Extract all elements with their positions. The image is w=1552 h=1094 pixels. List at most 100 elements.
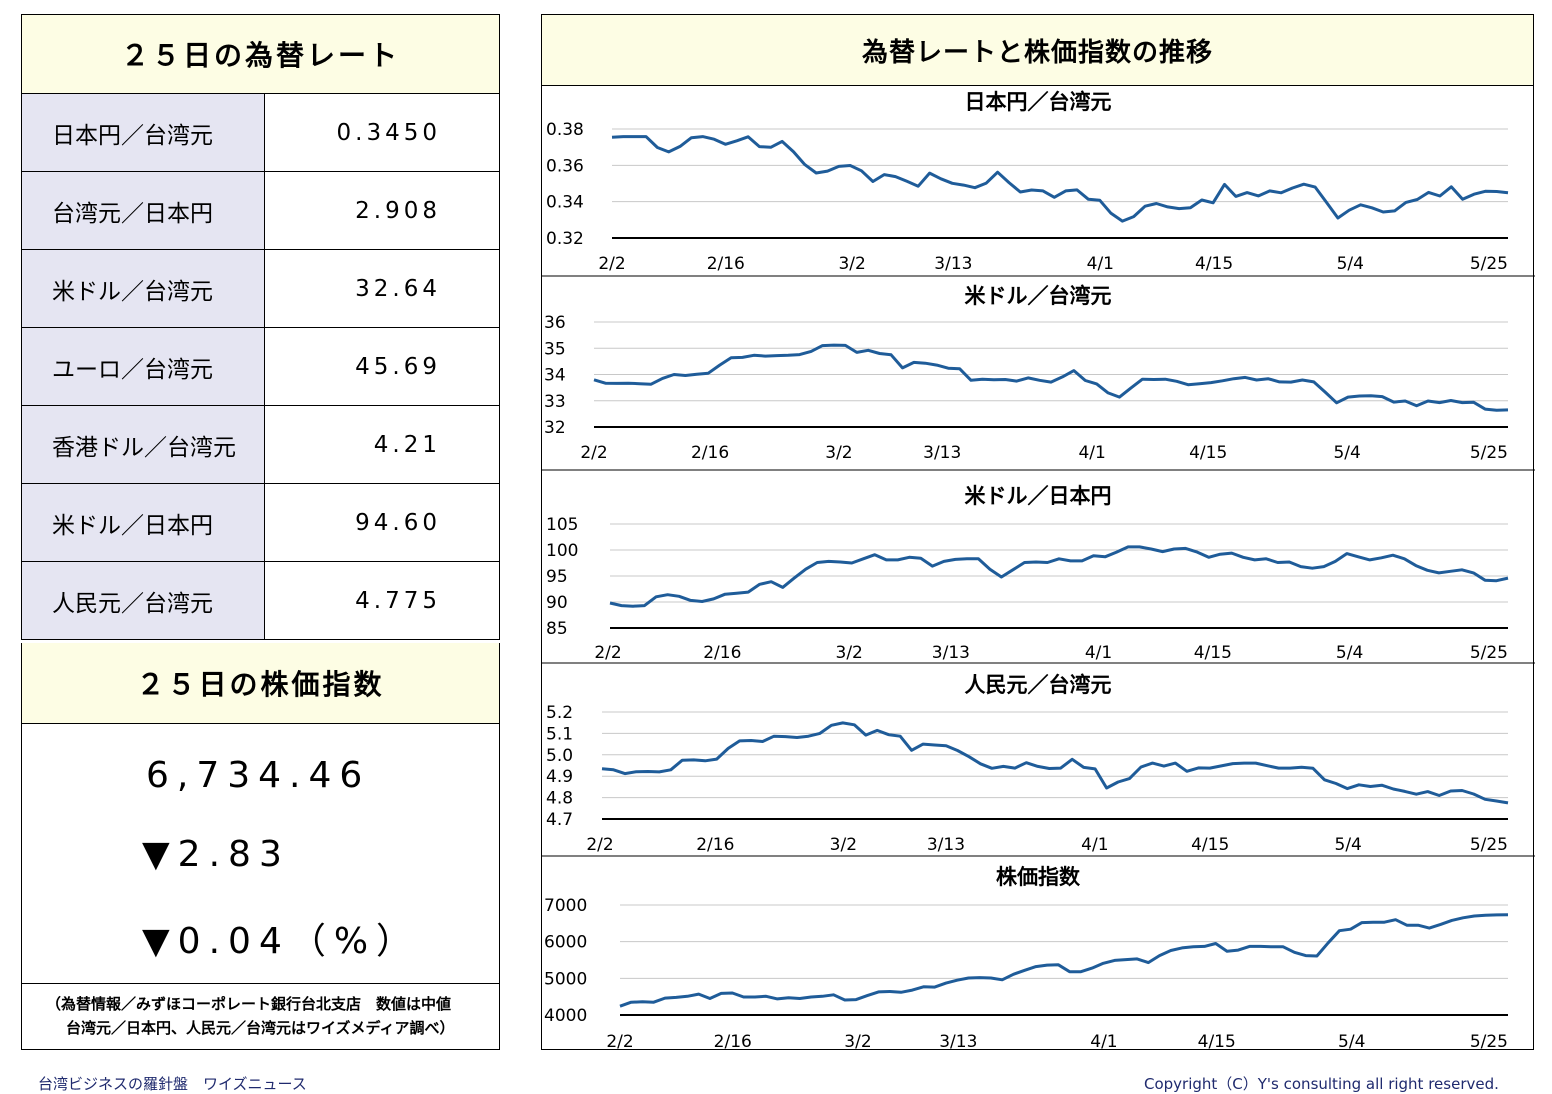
stock-panel: 6,734.46 ▼2.83 ▼0.04（%） xyxy=(21,723,500,984)
x-tick-label: 5/25 xyxy=(1470,835,1508,855)
rate-value: 4.21 xyxy=(264,405,500,484)
x-tick-label: 3/2 xyxy=(838,254,865,274)
series-line xyxy=(601,721,1509,805)
x-tick-label: 3/13 xyxy=(927,835,965,855)
chart-title: 米ドル／日本円 xyxy=(965,484,1112,508)
y-tick-label: 95 xyxy=(546,567,568,587)
stock-change-percent: ▼0.04（%） xyxy=(142,921,421,962)
x-tick-label: 2/2 xyxy=(598,254,625,274)
x-tick-label: 4/1 xyxy=(1085,643,1112,663)
rate-value: 94.60 xyxy=(264,483,500,562)
x-tick-label: 4/15 xyxy=(1191,835,1229,855)
x-tick-label: 3/13 xyxy=(932,643,970,663)
y-tick-label: 0.34 xyxy=(546,193,584,213)
chart-title: 人民元／台湾元 xyxy=(965,673,1112,697)
y-tick-label: 0.36 xyxy=(546,156,584,176)
x-tick-label: 4/15 xyxy=(1198,1032,1236,1049)
rates-table: 日本円／台湾元 0.3450 台湾元／日本円 2.908 米ドル／台湾元 32.64 ユーロ… xyxy=(21,93,500,640)
y-tick-label: 0.38 xyxy=(546,120,584,140)
x-tick-label: 3/2 xyxy=(830,835,857,855)
x-tick-label: 4/15 xyxy=(1189,443,1227,463)
rate-row: 台湾元／日本円 2.908 xyxy=(21,171,500,250)
rate-row: 人民元／台湾元 4.775 xyxy=(21,561,500,640)
x-tick-label: 5/25 xyxy=(1470,254,1508,274)
x-tick-label: 3/2 xyxy=(825,443,852,463)
y-tick-label: 35 xyxy=(544,339,566,359)
chart-title: 米ドル／台湾元 xyxy=(965,284,1112,308)
x-tick-label: 5/4 xyxy=(1335,835,1362,855)
y-tick-label: 100 xyxy=(546,541,578,561)
rate-row: 日本円／台湾元 0.3450 xyxy=(21,93,500,172)
x-tick-label: 5/4 xyxy=(1338,1032,1365,1049)
y-tick-label: 85 xyxy=(546,619,568,639)
x-tick-label: 4/1 xyxy=(1078,443,1105,463)
rate-label: ユーロ／台湾元 xyxy=(21,327,265,406)
rate-row: 香港ドル／台湾元 4.21 xyxy=(21,405,500,484)
x-tick-label: 3/2 xyxy=(844,1032,871,1049)
x-tick-label: 5/25 xyxy=(1470,1032,1508,1049)
stock-change: ▼2.83 xyxy=(142,834,290,875)
rate-label: 米ドル／台湾元 xyxy=(21,249,265,328)
x-tick-label: 2/16 xyxy=(707,254,745,274)
chart-title: 株価指数 xyxy=(996,865,1081,889)
y-tick-label: 5.0 xyxy=(546,746,573,766)
y-tick-label: 33 xyxy=(544,392,566,412)
rate-label: 米ドル／日本円 xyxy=(21,483,265,562)
y-tick-label: 6000 xyxy=(544,933,587,953)
y-tick-label: 7000 xyxy=(544,896,587,916)
x-tick-label: 3/13 xyxy=(934,254,972,274)
x-tick-label: 4/1 xyxy=(1087,254,1114,274)
series-line xyxy=(611,135,1509,223)
rate-row: 米ドル／日本円 94.60 xyxy=(21,483,500,562)
x-tick-label: 3/2 xyxy=(836,643,863,663)
rate-row: ユーロ／台湾元 45.69 xyxy=(21,327,500,406)
footer-copyright: Copyright（C）Y's consulting all right res… xyxy=(1144,1075,1499,1093)
x-tick-label: 3/13 xyxy=(923,443,961,463)
y-tick-label: 4000 xyxy=(544,1006,587,1026)
x-tick-label: 5/4 xyxy=(1337,254,1364,274)
x-tick-label: 3/13 xyxy=(939,1032,977,1049)
rate-value: 32.64 xyxy=(264,249,500,328)
chart-title: 日本円／台湾元 xyxy=(965,90,1112,114)
x-tick-label: 5/4 xyxy=(1336,643,1363,663)
x-tick-label: 5/4 xyxy=(1333,443,1360,463)
x-tick-label: 4/1 xyxy=(1081,835,1108,855)
y-tick-label: 5000 xyxy=(544,969,587,989)
x-tick-label: 2/2 xyxy=(580,443,607,463)
x-tick-label: 2/2 xyxy=(606,1032,633,1049)
rate-value: 2.908 xyxy=(264,171,500,250)
source-note-line1: （為替情報／みずほコーポレート銀行台北支店 数値は中値 xyxy=(46,995,452,1013)
y-tick-label: 0.32 xyxy=(546,229,584,249)
x-tick-label: 5/25 xyxy=(1470,643,1508,663)
rate-row: 米ドル／台湾元 32.64 xyxy=(21,249,500,328)
rate-label: 人民元／台湾元 xyxy=(21,561,265,640)
stock-title: ２５日の株価指数 xyxy=(21,643,500,724)
x-tick-label: 4/15 xyxy=(1195,254,1233,274)
y-tick-label: 36 xyxy=(544,313,566,333)
y-tick-label: 5.1 xyxy=(546,724,573,744)
rate-label: 日本円／台湾元 xyxy=(21,93,265,172)
charts-title: 為替レートと株価指数の推移 xyxy=(541,14,1534,86)
source-note-line2: 台湾元／日本円、人民元／台湾元はワイズメディア調べ） xyxy=(66,1019,455,1037)
x-tick-label: 2/16 xyxy=(703,643,741,663)
y-tick-label: 34 xyxy=(544,366,566,386)
x-tick-label: 2/16 xyxy=(691,443,729,463)
x-tick-label: 2/2 xyxy=(594,643,621,663)
rate-value: 45.69 xyxy=(264,327,500,406)
rate-label: 香港ドル／台湾元 xyxy=(21,405,265,484)
stock-value: 6,734.46 xyxy=(146,755,371,796)
x-tick-label: 4/15 xyxy=(1194,643,1232,663)
y-tick-label: 32 xyxy=(544,418,566,438)
x-tick-label: 5/25 xyxy=(1470,443,1508,463)
x-tick-label: 2/2 xyxy=(586,835,613,855)
y-tick-label: 5.2 xyxy=(546,703,573,723)
charts-panel: 日本円／台湾元 0.32 0.34 0.36 0.38 2/2 2/16 3/2 3/13 4/1… xyxy=(541,85,1535,1050)
y-tick-label: 4.7 xyxy=(546,810,573,830)
y-tick-label: 90 xyxy=(546,593,568,613)
rate-value: 0.3450 xyxy=(264,93,500,172)
footer-site-name: 台湾ビジネスの羅針盤 ワイズニュース xyxy=(38,1075,307,1093)
series-line xyxy=(593,343,1509,412)
source-note: （為替情報／みずほコーポレート銀行台北支店 数値は中値 台湾元／日本円、人民元／… xyxy=(21,983,500,1050)
y-tick-label: 4.8 xyxy=(546,789,573,809)
series-line xyxy=(619,913,1509,1008)
